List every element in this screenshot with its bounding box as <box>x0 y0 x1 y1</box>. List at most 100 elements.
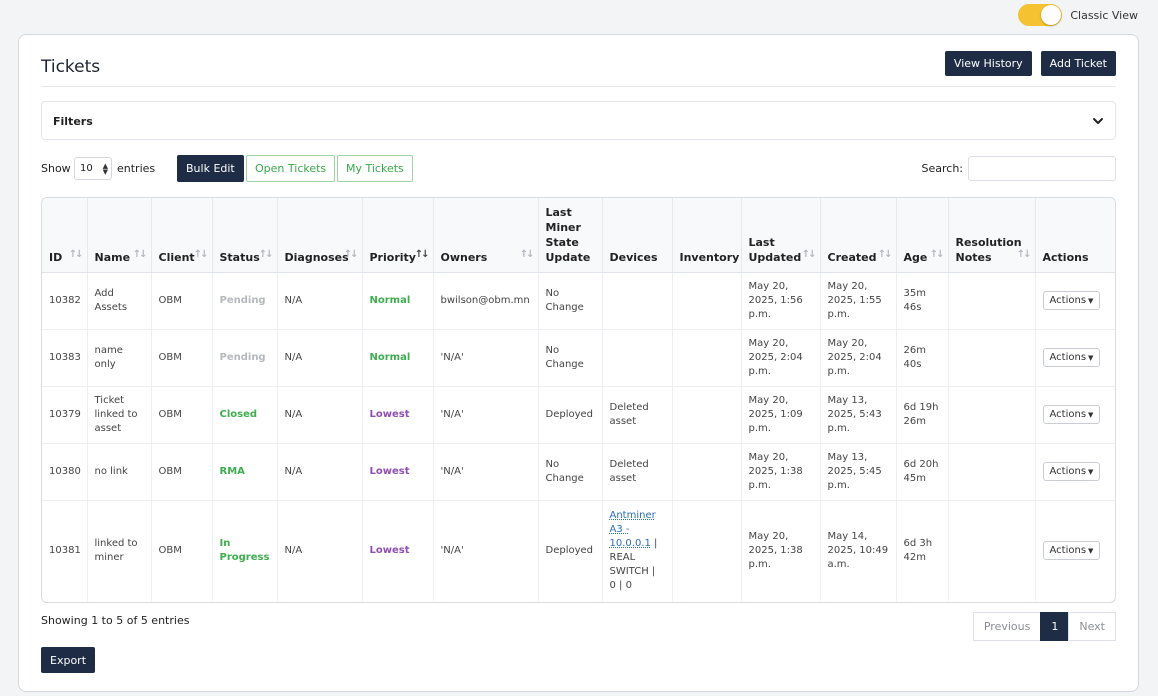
actions-dropdown-button[interactable]: Actions ▼ <box>1042 405 1101 424</box>
column-header-actions: Actions <box>1035 198 1115 273</box>
add-ticket-button[interactable]: Add Ticket <box>1040 51 1116 76</box>
cell-last-updated: May 20, 2025, 1:56 p.m. <box>741 272 821 330</box>
cell-devices: Deleted asset <box>602 386 673 444</box>
column-header-client[interactable]: Client ↑↓ <box>151 198 213 273</box>
filters-panel[interactable]: Filters <box>41 101 1116 140</box>
sort-icon[interactable]: ↑↓ <box>193 248 209 260</box>
classic-view-toggle[interactable] <box>1018 4 1063 26</box>
cell-owners: 'N/A' <box>433 329 539 387</box>
cell-status: Pending <box>212 329 278 387</box>
bulk-edit-button[interactable]: Bulk Edit <box>177 155 244 182</box>
sort-icon[interactable]: ↑↓ <box>68 248 84 260</box>
table-header-row: ID ↑↓ Name ↑↓ Client ↑↓ Status ↑↓ Diagnoses ↑… <box>42 198 1115 273</box>
cell-age: 26m 40s <box>896 329 949 387</box>
sort-icon[interactable]: ↑↓ <box>258 248 274 260</box>
previous-page-button[interactable]: Previous <box>972 612 1042 641</box>
cell-miner-state: No Change <box>538 272 603 330</box>
column-header-resolution-notes[interactable]: Resolution Notes ↑↓ <box>948 198 1036 273</box>
column-header-age[interactable]: Age ↑↓ <box>896 198 949 273</box>
column-header-inventory: Inventory <box>672 198 742 273</box>
cell-priority: Lowest <box>362 386 434 444</box>
caret-down-icon: ▼ <box>1088 354 1094 362</box>
classic-view-label: Classic View <box>1070 8 1138 22</box>
open-tickets-button[interactable]: Open Tickets <box>246 155 336 182</box>
column-header-owners[interactable]: Owners ↑↓ <box>433 198 539 273</box>
cell-created: May 20, 2025, 2:04 p.m. <box>820 329 897 387</box>
my-tickets-button[interactable]: My Tickets <box>337 155 413 182</box>
caret-down-icon: ▼ <box>1088 547 1094 556</box>
column-header-status[interactable]: Status ↑↓ <box>212 198 278 273</box>
column-header-name[interactable]: Name ↑↓ <box>87 198 152 273</box>
header-actions: View History Add Ticket <box>944 51 1116 76</box>
cell-status: Pending <box>212 272 278 330</box>
cell-resolution-notes <box>948 443 1036 501</box>
column-header-diagnoses[interactable]: Diagnoses ↑↓ <box>277 198 363 273</box>
cell-created: May 13, 2025, 5:43 p.m. <box>820 386 897 444</box>
cell-miner-state: No Change <box>538 329 603 387</box>
chevron-down-icon[interactable] <box>1091 114 1105 128</box>
cell-name: Ticket linked to asset <box>87 386 152 444</box>
export-button[interactable]: Export <box>41 647 96 673</box>
cell-owners: 'N/A' <box>433 386 539 444</box>
caret-down-icon: ▼ <box>1088 411 1094 419</box>
cell-name: Add Assets <box>87 272 152 330</box>
cell-status: In Progress <box>212 500 278 601</box>
cell-resolution-notes <box>948 272 1036 330</box>
cell-inventory <box>672 272 742 330</box>
cell-priority: Normal <box>362 329 434 387</box>
cell-owners: 'N/A' <box>433 500 539 601</box>
table-controls: Show 10 ▲ ▼ entries Bulk Edit Open Ticket… <box>41 155 1116 183</box>
view-history-button[interactable]: View History <box>944 51 1032 76</box>
actions-dropdown-button[interactable]: Actions ▼ <box>1042 462 1101 481</box>
column-header-id[interactable]: ID ↑↓ <box>42 198 88 273</box>
cell-name: name only <box>87 329 152 387</box>
cell-owners: bwilson@obm.mn <box>433 272 539 330</box>
sort-icon[interactable]: ↑↓ <box>929 248 945 260</box>
entries-label: entries <box>117 162 156 175</box>
tickets-card: Tickets View History Add Ticket Filters … <box>18 34 1139 692</box>
cell-diagnoses: N/A <box>277 443 363 501</box>
search-input[interactable] <box>968 156 1116 181</box>
sort-icon[interactable]: ↑↓ <box>132 248 148 260</box>
cell-priority: Lowest <box>362 500 434 601</box>
cell-inventory <box>672 443 742 501</box>
cell-last-updated: May 20, 2025, 1:09 p.m. <box>741 386 821 444</box>
sort-icon[interactable]: ↑↓ <box>801 248 817 260</box>
cell-id: 10379 <box>42 386 88 444</box>
sort-icon[interactable]: ↑↓ <box>343 248 359 260</box>
device-link[interactable]: Antminer A3 - 10.0.0.1 <box>609 509 656 549</box>
cell-age: 6d 3h 42m <box>896 500 949 601</box>
sort-icon[interactable]: ↑↓ <box>1016 248 1032 260</box>
page-length-select[interactable]: 10 ▲ ▼ <box>74 157 112 180</box>
column-header-miner-state: Last Miner State Update <box>538 198 603 273</box>
table-row: 10383 name only OBM Pending N/A Normal '… <box>42 329 1115 387</box>
sort-icon[interactable]: ↑↓ <box>877 248 893 260</box>
cell-status: RMA <box>212 443 278 501</box>
card-header: Tickets View History Add Ticket <box>41 49 1116 87</box>
table-row: 10380 no link OBM RMA N/A Lowest 'N/A' N… <box>42 443 1115 501</box>
column-header-priority[interactable]: Priority ↑↓ <box>362 198 434 273</box>
cell-priority: Normal <box>362 272 434 330</box>
actions-dropdown-button[interactable]: Actions ▼ <box>1042 291 1101 310</box>
cell-name: linked to miner <box>87 500 152 601</box>
sort-desc-icon[interactable]: ↑↓ <box>414 248 430 260</box>
column-header-created[interactable]: Created ↑↓ <box>820 198 897 273</box>
cell-owners: 'N/A' <box>433 443 539 501</box>
cell-id: 10382 <box>42 272 88 330</box>
tickets-table: ID ↑↓ Name ↑↓ Client ↑↓ Status ↑↓ Diagnoses ↑… <box>41 197 1116 603</box>
caret-down-icon: ▼ <box>1088 468 1094 476</box>
cell-resolution-notes <box>948 329 1036 387</box>
page-1-button[interactable]: 1 <box>1040 612 1070 641</box>
toggle-knob <box>1041 5 1062 25</box>
cell-devices <box>602 272 673 330</box>
cell-devices <box>602 329 673 387</box>
sort-icon[interactable]: ↑↓ <box>519 248 535 260</box>
pagination: Previous 1 Next <box>972 612 1116 641</box>
actions-dropdown-button[interactable]: Actions ▼ <box>1042 348 1101 367</box>
cell-miner-state: No Change <box>538 443 603 501</box>
show-label: Show <box>41 162 71 175</box>
column-header-last-updated[interactable]: Last Updated ↑↓ <box>741 198 821 273</box>
actions-dropdown-button[interactable]: Actions ▼ <box>1042 541 1101 561</box>
cell-last-updated: May 20, 2025, 1:38 p.m. <box>741 500 821 601</box>
next-page-button[interactable]: Next <box>1068 612 1116 641</box>
